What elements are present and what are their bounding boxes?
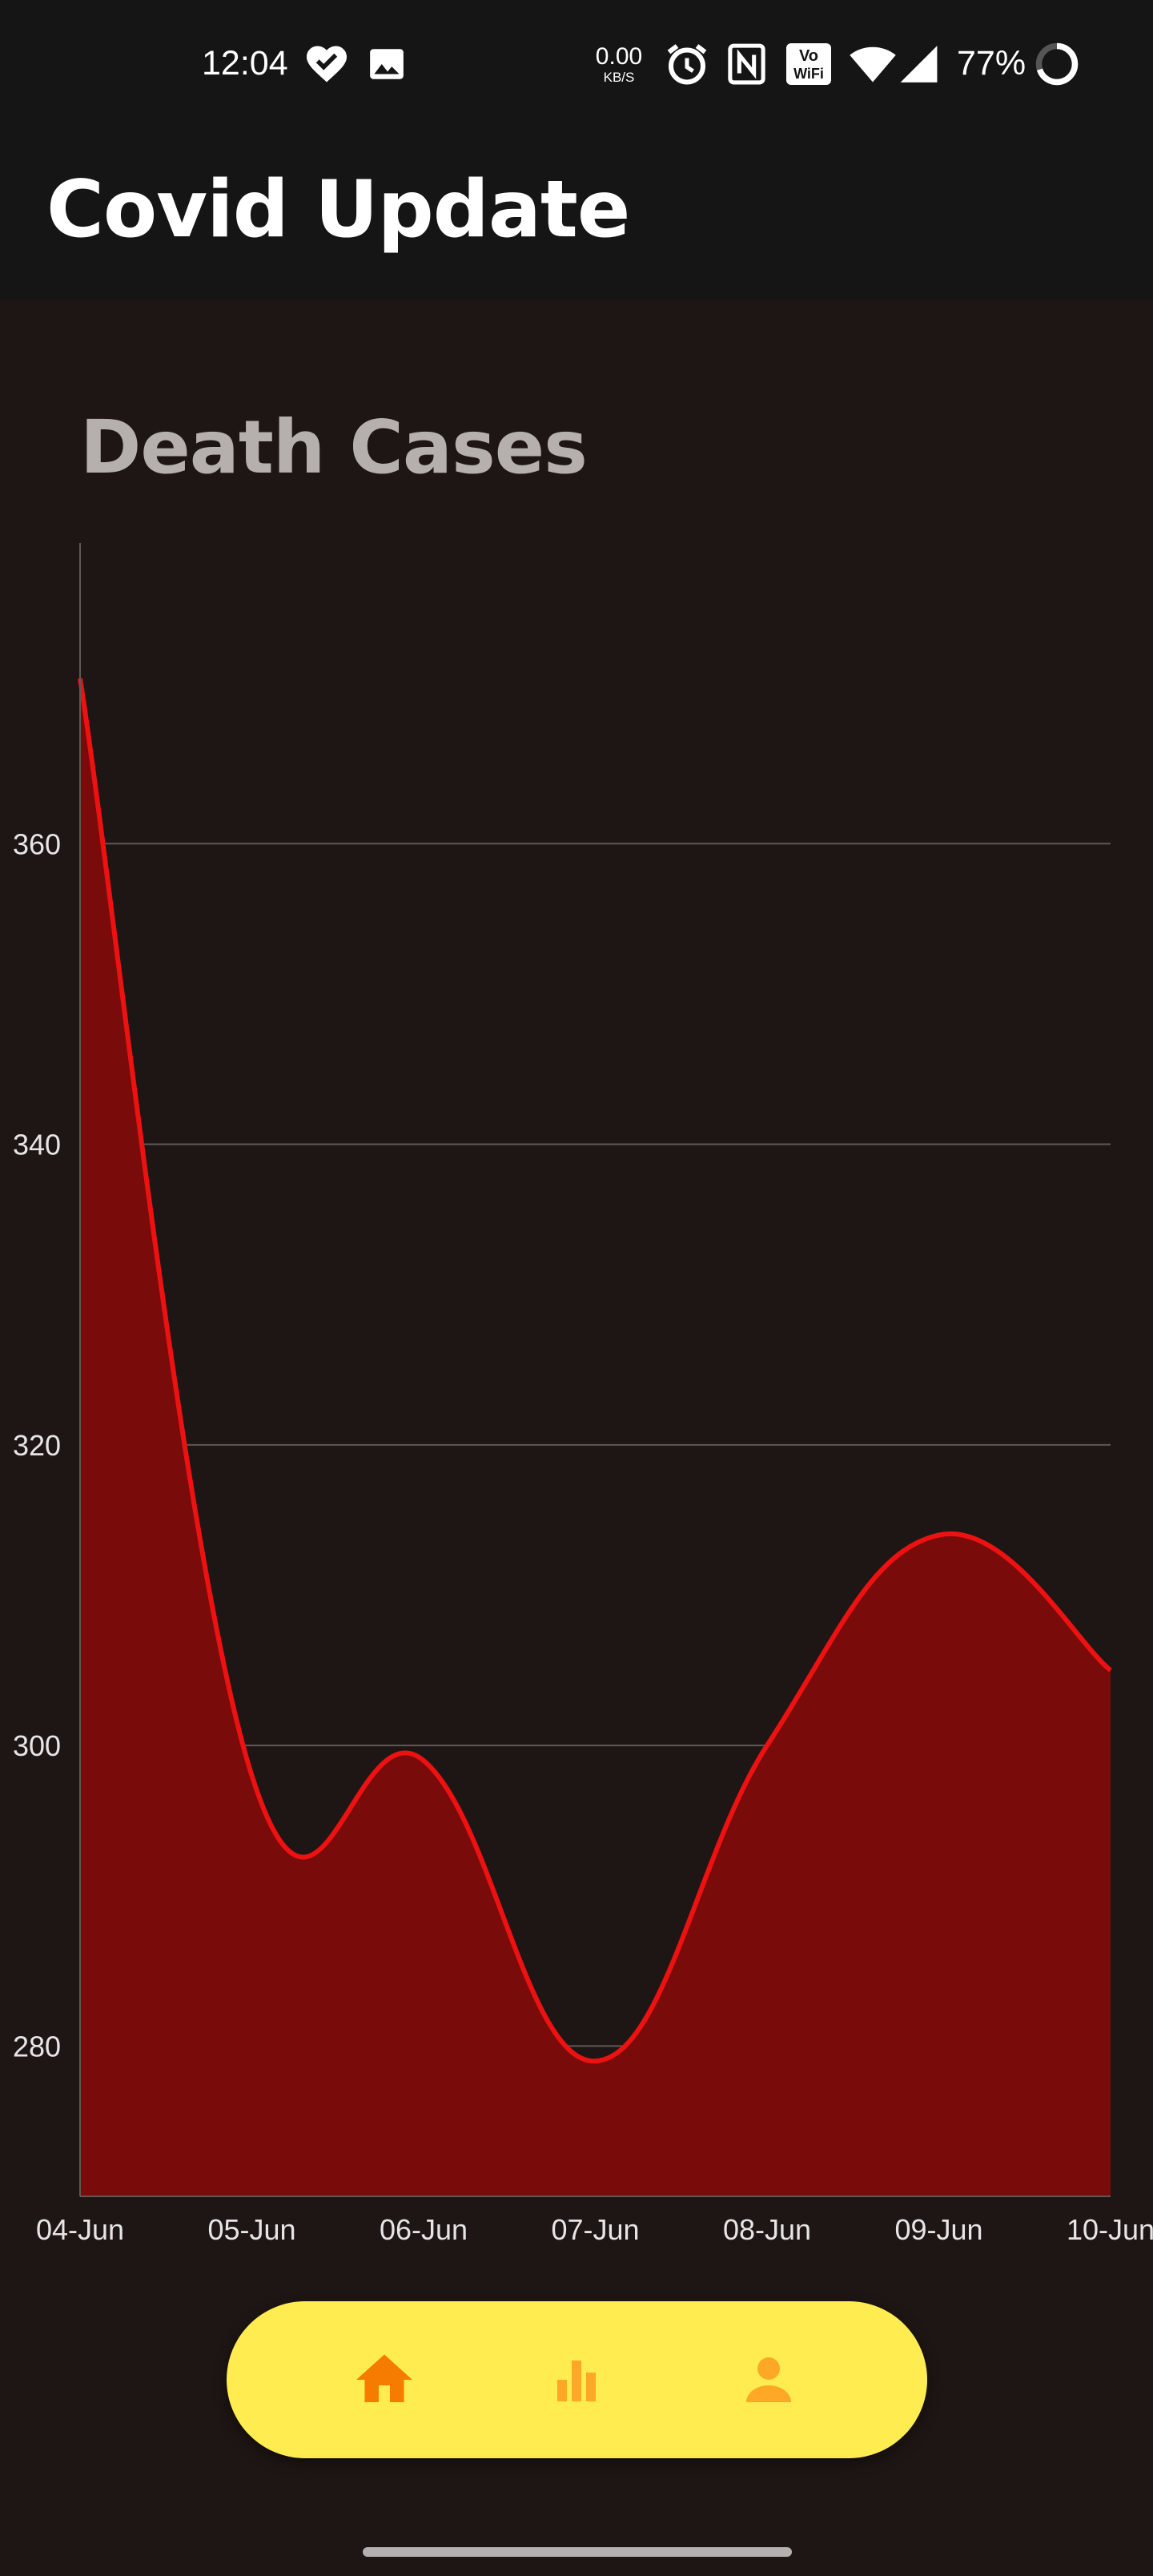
person-icon bbox=[746, 2357, 791, 2402]
y-tick-label: 280 bbox=[13, 2030, 61, 2063]
app-bar: Covid Update bbox=[0, 132, 1153, 300]
svg-text:WiFi: WiFi bbox=[793, 66, 824, 82]
y-tick-label: 360 bbox=[13, 827, 61, 860]
svg-text:Vo: Vo bbox=[799, 47, 818, 65]
x-tick-label: 05-Jun bbox=[207, 2213, 295, 2246]
x-tick-label: 09-Jun bbox=[894, 2213, 982, 2246]
wifi-icon bbox=[850, 46, 896, 83]
nav-profile[interactable] bbox=[729, 2340, 809, 2420]
death-cases-chart: 280 300 320 340 360 04-Jun 05-Jun 06-Jun 07-Jun… bbox=[13, 543, 1153, 2246]
x-tick-label: 08-Jun bbox=[723, 2213, 811, 2246]
x-tick-label: 07-Jun bbox=[551, 2213, 639, 2246]
bottom-nav bbox=[227, 2301, 927, 2458]
home-indicator[interactable] bbox=[363, 2547, 792, 2557]
y-tick-label: 340 bbox=[13, 1129, 61, 1161]
nav-home[interactable] bbox=[344, 2340, 424, 2420]
net-speed: 0.00 KB/S bbox=[595, 43, 643, 85]
series-line bbox=[78, 678, 1112, 2064]
battery-ring-icon bbox=[1035, 42, 1079, 86]
chart-title: Death Cases bbox=[80, 405, 588, 490]
x-tick-label: 04-Jun bbox=[36, 2213, 124, 2246]
y-tick-label: 300 bbox=[13, 1729, 61, 1762]
y-tick-label: 320 bbox=[13, 1429, 61, 1462]
vowifi-icon: Vo WiFi bbox=[786, 43, 831, 85]
alarm-icon bbox=[667, 44, 707, 85]
app-title: Covid Update bbox=[46, 164, 630, 256]
x-tick-label: 06-Jun bbox=[380, 2213, 468, 2246]
home-icon bbox=[356, 2354, 412, 2402]
x-tick-labels: 04-Jun 05-Jun 06-Jun 07-Jun 08-Jun 09-Jun 10-J… bbox=[36, 2213, 1153, 2246]
area-fill bbox=[80, 678, 1111, 2196]
bar-chart-icon bbox=[557, 2361, 596, 2401]
battery-level: 77% bbox=[957, 44, 1026, 83]
nfc-icon bbox=[728, 43, 765, 85]
signal-icon bbox=[900, 46, 938, 83]
y-tick-labels: 280 300 320 340 360 bbox=[13, 827, 61, 2063]
status-time: 12:04 bbox=[202, 44, 288, 83]
gallery-icon bbox=[370, 49, 404, 79]
x-tick-label: 10-Jun bbox=[1067, 2213, 1153, 2246]
heart-check-icon bbox=[307, 46, 347, 83]
status-bar: 12:04 0.00 KB/S Vo WiFi 77% bbox=[0, 0, 1153, 132]
nav-stats[interactable] bbox=[536, 2340, 617, 2420]
